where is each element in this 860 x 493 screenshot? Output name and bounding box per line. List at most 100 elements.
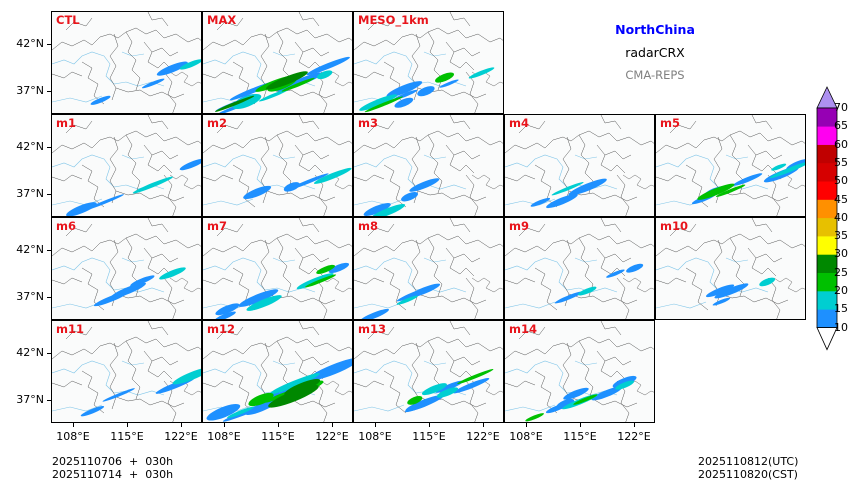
province-border bbox=[286, 336, 352, 352]
lat-label: 37°N bbox=[16, 290, 44, 303]
radar-echo bbox=[268, 385, 319, 408]
radar-echo bbox=[396, 295, 418, 305]
radar-echo bbox=[626, 263, 644, 273]
province-border bbox=[767, 277, 781, 319]
valid-cst: 2025110820(CST) bbox=[698, 468, 798, 481]
province-border bbox=[755, 253, 783, 263]
colorbar-segment bbox=[817, 254, 837, 273]
colorbar-segment bbox=[817, 309, 837, 328]
lon-label: 115°E bbox=[110, 430, 144, 443]
province-border bbox=[109, 136, 119, 204]
radar-echo bbox=[269, 373, 320, 395]
panel-label: m9 bbox=[509, 219, 529, 233]
lon-label: 115°E bbox=[261, 430, 295, 443]
map-canvas bbox=[505, 321, 654, 422]
province-border bbox=[578, 237, 594, 297]
province-border bbox=[354, 233, 439, 257]
panel-label: m11 bbox=[56, 322, 84, 336]
panel-label: m2 bbox=[207, 116, 227, 130]
province-border bbox=[294, 247, 324, 277]
province-border bbox=[588, 130, 654, 146]
map-canvas bbox=[52, 115, 201, 216]
radar-echo bbox=[316, 264, 335, 274]
panel-label: m6 bbox=[56, 219, 76, 233]
province-border bbox=[767, 174, 781, 216]
province-border bbox=[449, 218, 471, 233]
panel-m10: m10 bbox=[655, 217, 806, 320]
province-border bbox=[109, 33, 119, 101]
province-border bbox=[578, 340, 594, 400]
radar-echo bbox=[66, 202, 97, 216]
river-line bbox=[272, 257, 296, 263]
radar-echo bbox=[316, 70, 333, 80]
river-line bbox=[121, 360, 145, 366]
colorbar-level-label: 55 bbox=[834, 155, 848, 169]
panel-label: m8 bbox=[358, 219, 378, 233]
colorbar-segment bbox=[817, 236, 837, 255]
radar-echo bbox=[328, 262, 350, 274]
province-border bbox=[383, 164, 407, 208]
radar-echo bbox=[417, 86, 435, 97]
province-border bbox=[596, 144, 626, 174]
province-border bbox=[719, 293, 789, 305]
coastline bbox=[773, 277, 805, 293]
lon-label: 108°E bbox=[56, 430, 90, 443]
province-border bbox=[465, 71, 479, 113]
province-border bbox=[232, 164, 256, 208]
province-border bbox=[115, 87, 185, 99]
province-border bbox=[143, 41, 173, 71]
colorbar-segment bbox=[817, 126, 837, 145]
panel-label: m1 bbox=[56, 116, 76, 130]
river-line bbox=[203, 198, 254, 206]
province-border bbox=[151, 47, 179, 57]
province-border bbox=[115, 396, 185, 408]
river-line bbox=[52, 51, 165, 87]
radar-echo bbox=[546, 193, 578, 209]
lat-tick bbox=[47, 91, 51, 92]
province-border bbox=[449, 321, 471, 336]
river-line bbox=[52, 154, 165, 190]
province-border bbox=[505, 174, 536, 182]
lat-label: 37°N bbox=[16, 84, 44, 97]
province-border bbox=[163, 277, 177, 319]
province-border bbox=[216, 223, 244, 237]
river-line bbox=[52, 360, 165, 396]
panel-meso-1km: MESO_1km bbox=[353, 11, 504, 114]
province-border bbox=[604, 356, 632, 366]
province-border bbox=[354, 380, 385, 388]
radar-echo bbox=[606, 269, 625, 278]
colorbar-segment bbox=[817, 162, 837, 182]
radar-echo bbox=[243, 185, 272, 200]
province-border bbox=[298, 12, 320, 27]
colorbar bbox=[816, 86, 838, 351]
river-line bbox=[52, 257, 165, 293]
province-border bbox=[302, 47, 330, 57]
river-line bbox=[354, 51, 467, 87]
colorbar-level-label: 40 bbox=[834, 210, 848, 224]
province-border bbox=[685, 267, 709, 311]
province-border bbox=[294, 41, 324, 71]
map-canvas bbox=[203, 115, 352, 216]
province-border bbox=[147, 115, 169, 130]
panel-label: MESO_1km bbox=[358, 13, 429, 27]
radar-echo bbox=[715, 184, 746, 197]
panel-max: MAX bbox=[202, 11, 353, 114]
radar-echo bbox=[132, 176, 174, 194]
panel-label: m5 bbox=[660, 116, 680, 130]
lat-tick bbox=[47, 44, 51, 45]
province-border bbox=[600, 218, 622, 233]
radar-echo bbox=[712, 297, 731, 306]
province-border bbox=[354, 27, 439, 51]
province-border bbox=[453, 253, 481, 263]
radar-echo bbox=[306, 56, 350, 76]
radar-echo bbox=[563, 387, 589, 400]
river-line bbox=[354, 301, 405, 309]
lon-label: 122°E bbox=[315, 430, 349, 443]
province-border bbox=[367, 120, 395, 134]
radar-echo bbox=[370, 204, 406, 216]
province-border bbox=[354, 174, 385, 182]
radar-echo bbox=[238, 289, 279, 307]
radar-echo bbox=[304, 274, 337, 288]
province-border bbox=[147, 12, 169, 27]
region-title: NorthChina bbox=[615, 22, 695, 37]
